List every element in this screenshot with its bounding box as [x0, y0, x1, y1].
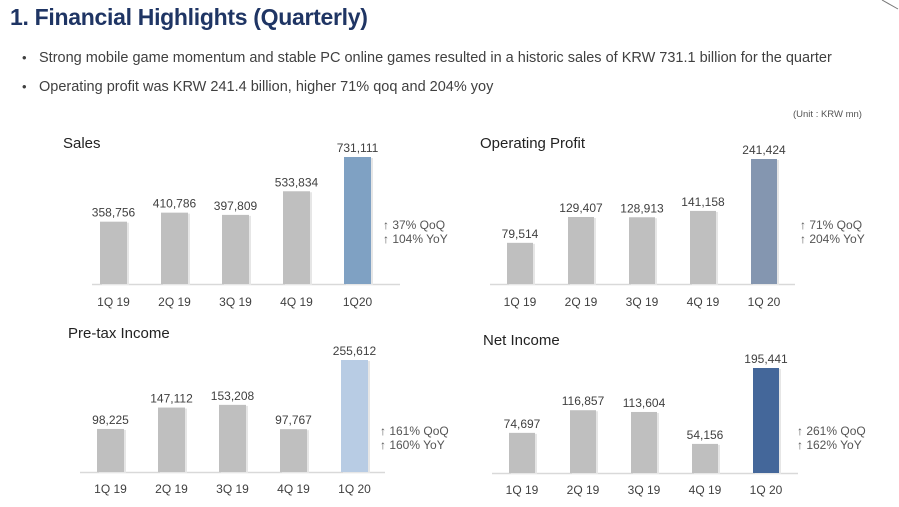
bar-4q19 — [283, 191, 310, 284]
sales-bar-plot: 358,756 1Q 19 410,786 2Q 19 397,809 3Q 19 533,… — [92, 141, 400, 309]
bar-1q19 — [509, 432, 535, 473]
x-tick-label: 4Q 19 — [280, 295, 313, 309]
bar-1q20 — [344, 157, 371, 284]
bar-2q19 — [161, 212, 188, 284]
highlight-bullet-operating-profit: • Operating profit was KRW 241.4 billion… — [22, 77, 832, 106]
data-label: 533,834 — [275, 175, 319, 189]
x-tick-label: 2Q 19 — [567, 483, 600, 497]
x-tick-label: 1Q 20 — [748, 295, 781, 309]
data-label: 129,407 — [559, 201, 603, 215]
chart-title: Pre-tax Income — [68, 325, 170, 342]
highlight-bullet-sales: • Strong mobile game momentum and stable… — [22, 48, 832, 77]
bar-3q19 — [631, 411, 657, 473]
data-label: 98,225 — [92, 413, 129, 427]
yoy-growth: ↑ 204% YoY — [800, 232, 865, 246]
bar-1q20 — [751, 159, 777, 284]
data-label: 153,208 — [211, 389, 255, 403]
data-label: 54,156 — [687, 428, 724, 442]
x-tick-label: 1Q 20 — [338, 482, 371, 496]
bar-4q19 — [690, 210, 716, 284]
operating-profit-bar-plot: 79,514 1Q 19 129,407 2Q 19 128,913 3Q 19 141,1… — [490, 143, 795, 309]
growth-annotation: ↑ 161% QoQ ↑ 160% YoY — [380, 424, 449, 452]
bullet-text: Strong mobile game momentum and stable P… — [39, 50, 832, 66]
data-label: 74,697 — [504, 417, 541, 431]
x-tick-label: 1Q 20 — [750, 483, 783, 497]
data-label: 410,786 — [153, 197, 197, 211]
x-tick-label: 1Q20 — [343, 295, 373, 309]
sales-chart: Sales 358,756 1Q 19 410,786 2Q 19 397,809 3Q … — [60, 130, 460, 315]
net-income-bar-plot: 74,697 1Q 19 116,857 2Q 19 113,604 3Q 19 54,15… — [492, 352, 798, 497]
x-tick-label: 1Q 19 — [97, 295, 130, 309]
x-tick-label: 3Q 19 — [219, 295, 252, 309]
x-tick-label: 3Q 19 — [626, 295, 659, 309]
qoq-growth: ↑ 71% QoQ — [800, 218, 863, 232]
highlights-list: • Strong mobile game momentum and stable… — [22, 48, 832, 106]
qoq-growth: ↑ 161% QoQ — [380, 424, 449, 438]
net-income-chart: Net Income 74,697 1Q 19 116,857 2Q 19 113,60… — [470, 320, 880, 507]
pretax-income-bar-plot: 98,225 1Q 19 147,112 2Q 19 153,208 3Q 19 97,76… — [80, 344, 385, 496]
bar-1q20 — [753, 368, 779, 473]
bar-1q19 — [100, 221, 127, 284]
data-label: 79,514 — [502, 227, 539, 241]
data-label: 141,158 — [681, 195, 725, 209]
bar-3q19 — [629, 217, 655, 284]
data-label: 113,604 — [623, 396, 666, 410]
growth-annotation: ↑ 71% QoQ ↑ 204% YoY — [800, 218, 865, 246]
data-label: 147,112 — [150, 392, 193, 406]
chart-title: Operating Profit — [480, 135, 586, 152]
data-label: 241,424 — [742, 143, 786, 157]
data-label: 128,913 — [620, 201, 664, 215]
bar-4q19 — [692, 443, 718, 473]
bar-4q19 — [280, 429, 307, 472]
x-tick-label: 4Q 19 — [687, 295, 720, 309]
data-label: 397,809 — [214, 199, 258, 213]
corner-decoration — [881, 0, 899, 10]
data-label: 731,111 — [337, 141, 379, 155]
growth-annotation: ↑ 37% QoQ ↑ 104% YoY — [383, 218, 448, 246]
operating-profit-chart: Operating Profit 79,514 1Q 19 129,407 2Q 19… — [470, 130, 880, 315]
data-label: 358,756 — [92, 206, 136, 220]
x-tick-label: 3Q 19 — [216, 482, 249, 496]
data-label: 255,612 — [333, 344, 377, 358]
x-tick-label: 1Q 19 — [504, 295, 537, 309]
x-tick-label: 4Q 19 — [277, 482, 310, 496]
yoy-growth: ↑ 104% YoY — [383, 232, 448, 246]
qoq-growth: ↑ 37% QoQ — [383, 218, 446, 232]
bar-3q19 — [222, 214, 249, 284]
x-tick-label: 2Q 19 — [155, 482, 188, 496]
unit-label: (Unit : KRW mn) — [793, 109, 862, 120]
data-label: 195,441 — [744, 352, 788, 366]
bullet-dot: • — [22, 79, 27, 94]
growth-annotation: ↑ 261% QoQ ↑ 162% YoY — [797, 424, 866, 452]
qoq-growth: ↑ 261% QoQ — [797, 424, 866, 438]
bar-2q19 — [570, 410, 596, 473]
bar-2q19 — [158, 407, 185, 472]
x-tick-label: 2Q 19 — [158, 295, 191, 309]
bullet-text: Operating profit was KRW 241.4 billion, … — [39, 79, 494, 95]
bar-1q20 — [341, 360, 368, 472]
x-tick-label: 2Q 19 — [565, 295, 598, 309]
bullet-dot: • — [22, 50, 27, 65]
data-label: 116,857 — [562, 394, 605, 408]
yoy-growth: ↑ 162% YoY — [797, 438, 862, 452]
x-tick-label: 3Q 19 — [628, 483, 661, 497]
bar-3q19 — [219, 404, 246, 472]
x-tick-label: 1Q 19 — [506, 483, 539, 497]
x-tick-label: 1Q 19 — [94, 482, 127, 496]
bar-1q19 — [97, 428, 124, 472]
data-label: 97,767 — [275, 413, 312, 427]
chart-title: Net Income — [483, 332, 560, 349]
bar-1q19 — [507, 242, 533, 284]
pretax-income-chart: Pre-tax Income 98,225 1Q 19 147,112 2Q 19 15… — [50, 320, 460, 507]
yoy-growth: ↑ 160% YoY — [380, 438, 445, 452]
page-title: 1. Financial Highlights (Quarterly) — [10, 4, 368, 30]
chart-title: Sales — [63, 135, 101, 152]
bar-2q19 — [568, 216, 594, 284]
x-tick-label: 4Q 19 — [689, 483, 722, 497]
